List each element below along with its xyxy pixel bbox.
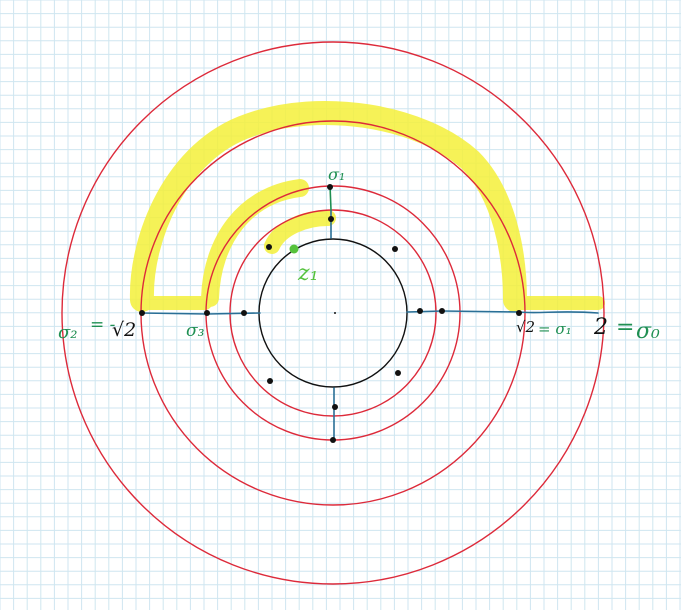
label-sigma1: σ₁	[328, 165, 345, 184]
point-lower-right	[395, 370, 401, 376]
point-upper-left	[266, 244, 272, 250]
point-upper-right	[392, 246, 398, 252]
point-top-inner	[328, 216, 334, 222]
point-right-mid	[439, 308, 445, 314]
label-minus-sqrt2: √2	[112, 319, 136, 341]
point-bottom-inner	[332, 404, 338, 410]
point-sigma1	[327, 184, 333, 190]
highlight-outer-arc	[129, 100, 527, 312]
highlight-strokes	[129, 100, 605, 312]
segment-left-outer	[139, 312, 208, 315]
point-right-sqrt2	[516, 310, 522, 316]
point-bottom-outer	[330, 437, 336, 443]
segment-right-inner	[406, 310, 443, 313]
center-point	[334, 312, 336, 314]
point-z1	[289, 244, 299, 254]
highlight-middle-arc	[201, 179, 309, 307]
label-z1: z₁	[297, 261, 318, 286]
label-two: 2	[593, 315, 608, 340]
point-left-inner	[241, 310, 247, 316]
circle-radius-2	[61, 41, 605, 585]
point-left-sqrt2	[139, 310, 145, 316]
point-right-inner	[417, 308, 423, 314]
label-right-sqrt2: √2	[516, 318, 535, 336]
label-right-sigma1: = σ₁	[538, 320, 572, 338]
label-sigma0: σ₀	[636, 319, 660, 344]
labels: σ₁ z₁ σ₃ σ₂ = - √2 √2 = σ₁ 2 = σ₀	[58, 165, 660, 344]
segment-left-inner	[206, 312, 261, 315]
marked-points	[139, 184, 522, 443]
highlight-inner-arc	[264, 210, 336, 254]
point-lower-left	[267, 378, 273, 384]
label-sigma2: σ₂	[58, 322, 78, 343]
label-sigma2-equals: = -	[90, 315, 116, 335]
label-sigma3: σ₃	[186, 321, 205, 341]
label-equals: =	[616, 315, 634, 340]
point-sigma3	[204, 310, 210, 316]
